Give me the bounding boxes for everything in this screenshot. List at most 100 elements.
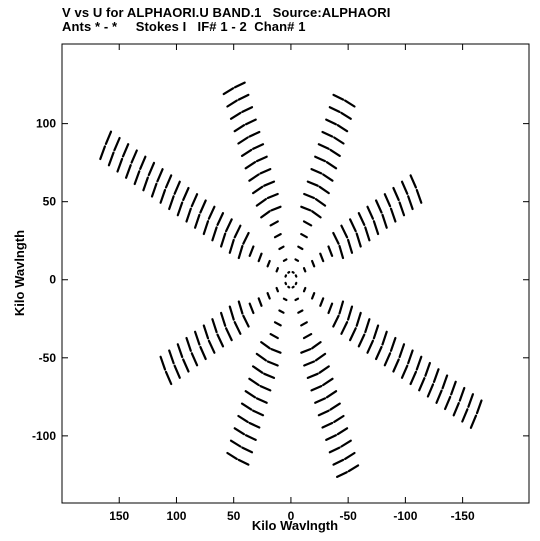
uv-point-track [332,93,345,101]
uv-point-track [355,311,362,327]
uv-point-track [400,364,409,379]
x-tick-label: 150 [109,509,129,523]
uv-point-track [375,199,383,214]
uv-point-track [325,434,337,441]
uv-point-track [278,309,285,314]
uv-point-track [229,439,242,448]
uv-point-track [302,333,313,340]
uv-point-track [325,390,338,399]
uv-point-track [207,339,216,354]
uv-point-track [284,281,288,286]
uv-point-track [469,414,478,429]
uv-point-track [389,336,397,352]
uv-point-track [190,352,199,367]
uv-point-track [383,352,392,367]
uv-point-track [432,368,440,383]
uv-point-track [332,458,345,466]
uv-point-track [240,148,253,157]
uv-point-track [182,186,190,202]
uv-point-track [357,212,366,226]
uv-point-track [255,352,267,362]
uv-point-track [314,352,327,362]
uv-point-track [225,218,233,233]
uv-point-track [467,393,474,408]
uv-point-track [159,355,167,371]
uv-point-track [207,205,216,220]
uv-point-track [318,365,330,374]
uv-point-track [176,201,184,217]
uv-point-track [220,311,227,327]
uv-point-track [269,333,279,340]
uv-point-track [303,192,316,200]
uv-point-track [252,409,265,417]
uv-point-track [216,333,225,348]
uv-point-track [241,106,254,114]
uv-point-track [273,233,282,239]
uv-point-track [257,252,263,263]
uv-point-track [194,213,201,229]
uv-point-track [311,259,316,268]
uv-point-track [104,130,113,145]
uv-point-track [294,281,298,286]
uv-point-track [260,341,271,350]
uv-point-track [248,302,255,315]
uv-point-track [233,224,242,239]
uv-point-track [302,286,307,293]
uv-point-track [375,345,383,361]
uv-point-track [220,232,227,248]
uv-point-track [297,309,304,314]
uv-point-track [225,327,233,342]
uv-point-track [336,427,349,436]
uv-point-track [461,408,469,423]
uv-point-track [252,143,265,150]
x-tick-label: 0 [288,509,295,523]
uv-point-track [327,245,334,257]
uv-point-track [228,238,235,254]
uv-point-track [340,111,352,120]
uv-point-track [415,188,423,204]
uv-point-track [306,180,319,187]
uv-point-track [237,414,249,423]
uv-point-track [241,446,254,454]
uv-point-track [139,155,147,170]
uv-point-track [211,226,218,242]
uv-point-track [226,451,238,460]
x-tick-label: -50 [339,509,357,523]
plot-frame [61,43,530,504]
x-tick-label: 50 [227,509,241,523]
uv-point-track [255,397,268,404]
uv-point-track [398,343,406,359]
uv-point-track [263,180,276,187]
uv-point-track [381,213,388,229]
uv-point-track [233,81,246,89]
uv-point-track [475,399,483,415]
uv-point-track [291,271,295,274]
uv-point-track [302,267,307,273]
uv-point-track [407,349,414,365]
uv-point-track [156,168,164,183]
uv-point-track [294,258,300,262]
uv-point-track [338,244,345,260]
axis-ticks: 150 100 50 0 -50 -100 -150 100 50 0 -50 -100 [32,44,529,523]
uv-point-track [300,233,308,239]
uv-point-track [266,259,271,268]
uv-point-track [263,372,276,379]
uv-point-track [300,321,308,327]
uv-point-track [328,106,341,114]
uv-point-track [233,124,246,133]
uv-point-track [340,321,349,335]
uv-point-track [159,188,167,204]
uv-point-track [248,421,261,429]
uv-point-track [237,136,249,145]
uv-point-track [383,193,392,208]
uv-point-track [319,252,325,263]
uv-point-track [381,330,388,346]
uv-point-track [99,145,107,161]
uv-point-track [237,300,244,315]
uv-point-track [333,414,345,423]
uv-point-track [415,355,423,371]
uv-point-track [392,186,400,202]
uv-point-track [426,383,435,398]
uv-point-track [133,170,141,186]
uv-point-track [259,385,272,392]
